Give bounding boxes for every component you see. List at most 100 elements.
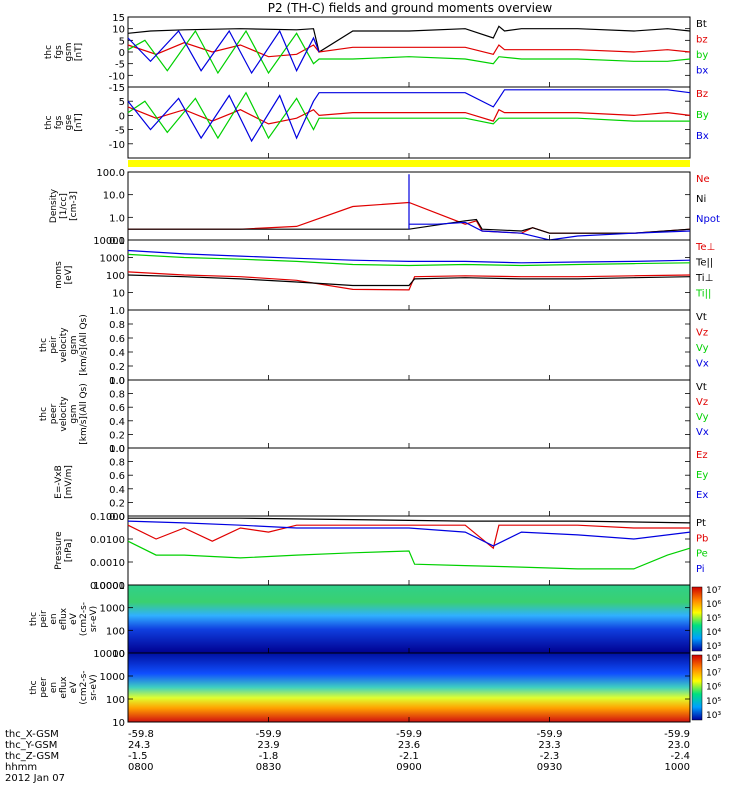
y-tick-label: 0 (119, 48, 125, 59)
y-tick-label: 0.6 (109, 471, 125, 482)
panel-peer-velocity: 1.0 0.8 0.6 0.4 0.2 0.0 thc peer velocity gsm [km/… (39, 376, 709, 455)
footer-value: -59.9 (664, 729, 690, 740)
y-axis-label: [km/s](All Qs) (79, 383, 89, 445)
legend-entry: Pe (696, 549, 708, 560)
footer-value: -2.3 (540, 751, 560, 762)
y-tick-label: 0.0001 (90, 581, 125, 592)
colorbar-label: 10⁴ (706, 628, 721, 638)
y-axis-label: sr-eV) (89, 674, 99, 700)
series-line-by (127, 29, 691, 75)
series-line-Npot (408, 174, 691, 241)
colorbar-label: 10⁵ (706, 614, 721, 624)
legend-entry: Vx (696, 359, 709, 370)
y-axis-label: eV (69, 612, 79, 625)
y-axis-label: [nPa] (64, 539, 74, 562)
y-axis-label: velocity (59, 396, 69, 432)
y-axis-label: velocity (59, 327, 69, 363)
footer-value: 23.0 (668, 740, 690, 751)
y-axis-label: sr-eV) (89, 606, 99, 632)
spectrogram-peir-spectrogram (128, 585, 690, 653)
y-axis-label: (cm2-s- (79, 602, 89, 636)
legend-entry: Vz (696, 328, 708, 339)
panel-frame (127, 86, 691, 159)
panel-frame (127, 447, 691, 517)
y-tick-label: 100 (106, 695, 125, 706)
footer-row-label: thc_Y-GSM (5, 740, 57, 751)
y-axis-label: peer (49, 403, 59, 424)
legend-entry: Pb (696, 533, 708, 544)
footer-value: -59.9 (256, 729, 282, 740)
legend-entry: bx (696, 66, 708, 77)
legend-entry: Bt (696, 19, 707, 30)
series-line-Bt (127, 25, 691, 53)
y-axis-label: [eV] (64, 266, 74, 285)
footer-value: -1.8 (259, 751, 279, 762)
panel-frame (127, 379, 691, 449)
y-tick-label: 10000 (93, 581, 125, 592)
colorbar-label: 10⁶ (706, 683, 721, 693)
footer-row-label: thc_X-GSM (5, 729, 59, 740)
y-axis-label: thc (39, 338, 49, 352)
series-line-Pt (128, 517, 691, 524)
y-tick-label: -10 (109, 140, 125, 151)
legend-entry: Pt (696, 518, 706, 529)
y-tick-label: 0.1 (109, 236, 125, 247)
series-line-Te⊥ (127, 271, 691, 291)
colorbar-label: 10⁵ (706, 697, 721, 707)
series-line-Npot (127, 249, 691, 264)
y-tick-label: -15 (109, 83, 125, 94)
panel-pressure: 0.1000 0.0100 0.0010 0.0001 Pressure [nPa] Pt P… (54, 512, 708, 592)
footer-value: -2.1 (399, 751, 419, 762)
footer-value: 24.3 (128, 740, 150, 751)
y-tick-label: 0.0100 (90, 535, 125, 546)
panel-peir-velocity: 1.0 0.8 0.6 0.4 0.2 0.0 thc peir velocity gsm [km/… (39, 306, 709, 387)
legend-entry: Ne (696, 174, 710, 185)
y-tick-label: 0.8 (109, 390, 125, 401)
y-axis-label: thc (29, 680, 39, 694)
footer-row-label: thc_Z-GSM (5, 751, 59, 762)
y-axis-label: en (49, 613, 59, 624)
series-line-Bx (127, 89, 691, 143)
series-line-Te|| (127, 274, 691, 287)
y-tick-label: 0.6 (109, 403, 125, 414)
y-tick-label: 5 (119, 97, 125, 108)
y-tick-label: 10.0 (103, 191, 125, 202)
footer-value: 0830 (256, 762, 281, 773)
legend-entry: Ti⊥ (695, 273, 713, 284)
y-axis-label: gsm (69, 404, 79, 423)
legend-entry: By (696, 110, 709, 121)
panel-fgs-gse: 5 0 -5 -10 thc fgs gse [nT] Bz By Bx (44, 86, 709, 159)
y-tick-label: 0.8 (109, 458, 125, 469)
footer-value: 0930 (537, 762, 562, 773)
y-tick-label: 1.0 (109, 444, 125, 455)
y-axis-label: [km/s](All Qs) (79, 314, 89, 376)
y-tick-label: 0.4 (109, 417, 125, 428)
y-tick-label: 0.4 (109, 348, 125, 359)
panel-frame (127, 309, 691, 381)
y-axis-label: Density (49, 188, 59, 223)
yellow-separator-bar (128, 160, 690, 167)
y-tick-label: 0.2 (109, 498, 125, 509)
legend-entry: Ex (696, 490, 708, 501)
footer-value: 0800 (128, 762, 153, 773)
footer-value: 23.9 (257, 740, 279, 751)
panel-efield: 1.0 0.8 0.6 0.4 0.2 0.0 E=-VxB [mV/m] Ez Ey Ex (54, 444, 708, 523)
colorbar-label: 10³ (706, 642, 721, 652)
series-line-Pi (127, 520, 691, 547)
ephemeris-footer: thc_X-GSM -59.8 -59.9 -59.9 -59.9 -59.9 thc_Y-… (5, 729, 690, 784)
legend-entry: Te|| (695, 258, 713, 269)
y-axis-label: thc (44, 115, 54, 129)
y-tick-label: -5 (115, 126, 125, 137)
y-axis-label: peir (49, 336, 59, 354)
series-line-Pe (127, 540, 691, 570)
legend-entry: Vy (696, 343, 709, 354)
legend-entry: Bz (696, 89, 708, 100)
spectrogram-peer-spectrogram (128, 653, 690, 722)
y-tick-label: 10 (112, 289, 125, 300)
legend-entry: Ni (696, 194, 706, 205)
y-tick-label: 1.0 (109, 376, 125, 387)
y-tick-label: 1000 (100, 604, 125, 615)
y-tick-label: 100.0 (96, 168, 125, 179)
